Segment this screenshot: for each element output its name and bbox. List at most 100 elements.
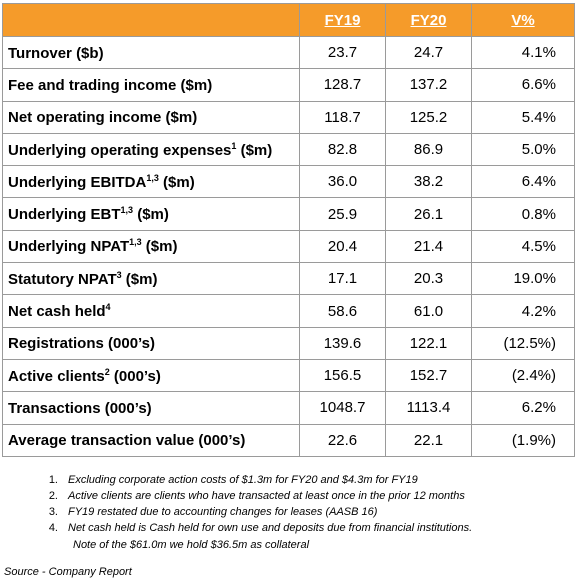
row-label: Underlying operating expenses1 ($m) bbox=[2, 132, 300, 167]
cell-fy19: 58.6 bbox=[299, 294, 386, 328]
table-row: Net operating income ($m) 118.7 125.2 5.4% bbox=[2, 100, 575, 134]
table-row: Underlying EBITDA1,3 ($m) 36.0 38.2 6.4% bbox=[2, 165, 575, 199]
footnote-text: Net cash held is Cash held for own use a… bbox=[68, 522, 473, 534]
cell-fy20: 1113.4 bbox=[385, 391, 472, 425]
row-label-text: Underlying operating expenses bbox=[8, 141, 232, 159]
footnote-text: Active clients are clients who have tran… bbox=[68, 490, 465, 502]
cell-variance: (2.4%) bbox=[471, 358, 575, 393]
table-row: Fee and trading income ($m) 128.7 137.2 6.6… bbox=[2, 68, 575, 102]
row-label: Net operating income ($m) bbox=[2, 100, 300, 134]
footnote-marker: 2 bbox=[104, 366, 110, 377]
footnote-number: 4. bbox=[48, 522, 58, 534]
cell-fy19: 128.7 bbox=[299, 68, 386, 102]
row-label-text: Active clients bbox=[8, 367, 105, 385]
cell-fy20: 21.4 bbox=[385, 229, 472, 264]
row-label-text: Statutory NPAT bbox=[8, 270, 117, 288]
footnote-marker: 4 bbox=[105, 302, 111, 313]
footnote-marker: 1,3 bbox=[120, 205, 134, 216]
footnote-number: 2. bbox=[48, 490, 58, 502]
row-label: Transactions (000’s) bbox=[2, 391, 300, 425]
footnote-item: 1. Excluding corporate action costs of $1… bbox=[0, 472, 578, 488]
row-label-text: Underlying EBT bbox=[8, 206, 121, 224]
cell-fy19: 17.1 bbox=[299, 262, 386, 296]
footnote-marker: 1,3 bbox=[146, 172, 159, 183]
footnote-item: 2. Active clients are clients who have tr… bbox=[0, 488, 578, 504]
row-label-suffix: ($m) bbox=[121, 270, 158, 288]
table-row: Transactions (000’s) 1048.7 1113.4 6.2% bbox=[2, 391, 575, 425]
cell-variance: 4.2% bbox=[471, 294, 575, 328]
row-label: Active clients2 (000’s) bbox=[2, 358, 300, 393]
table-row: Underlying NPAT1,3 ($m) 20.4 21.4 4.5% bbox=[2, 229, 575, 264]
table-body: Turnover ($b) 23.7 24.7 4.1% Fee and trading… bbox=[2, 35, 575, 457]
table-row: Underlying EBT1,3 ($m) 25.9 26.1 0.8% bbox=[2, 197, 575, 231]
cell-variance: 5.4% bbox=[471, 100, 575, 134]
footnote-item: 3. FY19 restated due to accounting change… bbox=[0, 504, 578, 520]
row-label-text: Registrations (000’s) bbox=[8, 335, 155, 353]
cell-variance: 5.0% bbox=[471, 132, 575, 167]
footnotes: 1. Excluding corporate action costs of $1… bbox=[0, 472, 578, 554]
cell-fy20: 26.1 bbox=[385, 197, 472, 231]
cell-fy20: 38.2 bbox=[385, 165, 472, 199]
cell-fy20: 137.2 bbox=[385, 68, 472, 102]
cell-fy20: 24.7 bbox=[385, 35, 472, 70]
header-fy20: FY20 bbox=[385, 3, 472, 37]
row-label-text: Fee and trading income ($m) bbox=[8, 76, 213, 94]
row-label-suffix: ($m) bbox=[236, 141, 273, 159]
row-label-suffix: ($m) bbox=[158, 173, 195, 191]
row-label-text: Net cash held bbox=[8, 303, 106, 321]
cell-fy19: 23.7 bbox=[299, 35, 386, 70]
footnote-text: Excluding corporate action costs of $1.3… bbox=[68, 474, 418, 486]
cell-variance: 19.0% bbox=[471, 262, 575, 296]
row-label-suffix: ($m) bbox=[133, 206, 169, 224]
footnote-number: 1. bbox=[48, 474, 58, 486]
cell-fy20: 125.2 bbox=[385, 100, 472, 134]
cell-fy19: 20.4 bbox=[299, 229, 386, 264]
cell-fy19: 25.9 bbox=[299, 197, 386, 231]
footnote-marker: 1,3 bbox=[129, 237, 142, 248]
header-fy19: FY19 bbox=[299, 3, 386, 37]
header-variance: V% bbox=[471, 3, 575, 37]
footnote-text: FY19 restated due to accounting changes … bbox=[68, 506, 378, 518]
row-label-text: Net operating income ($m) bbox=[8, 109, 198, 127]
cell-fy19: 139.6 bbox=[299, 326, 386, 360]
cell-fy19: 156.5 bbox=[299, 358, 386, 393]
row-label: Net cash held4 bbox=[2, 294, 300, 328]
row-label-suffix: ($m) bbox=[141, 238, 178, 256]
row-label-suffix: (000’s) bbox=[109, 367, 161, 385]
footnote-continuation: Note of the $61.0m we hold $36.5m as col… bbox=[73, 539, 310, 551]
table-row: Underlying operating expenses1 ($m) 82.8 8… bbox=[2, 132, 575, 167]
cell-fy20: 20.3 bbox=[385, 262, 472, 296]
cell-variance: 4.5% bbox=[471, 229, 575, 264]
cell-variance: (12.5%) bbox=[471, 326, 575, 360]
row-label-text: Transactions (000’s) bbox=[8, 399, 152, 417]
row-label: Registrations (000’s) bbox=[2, 326, 300, 360]
cell-fy20: 86.9 bbox=[385, 132, 472, 167]
row-label: Underlying EBITDA1,3 ($m) bbox=[2, 165, 300, 199]
table-row: Active clients2 (000’s) 156.5 152.7 (2.4%) bbox=[2, 358, 575, 393]
row-label: Average transaction value (000’s) bbox=[2, 423, 300, 457]
row-label-text: Underlying NPAT bbox=[8, 238, 130, 256]
cell-variance: (1.9%) bbox=[471, 423, 575, 457]
header-blank-cell bbox=[2, 3, 300, 37]
footnote-number: 3. bbox=[48, 506, 58, 518]
row-label: Underlying NPAT1,3 ($m) bbox=[2, 229, 300, 264]
financial-summary-table: FY19 FY20 V% Turnover ($b) 23.7 24.7 4.1% Fe… bbox=[2, 3, 575, 457]
footnote-marker: 1 bbox=[231, 140, 237, 151]
cell-variance: 0.8% bbox=[471, 197, 575, 231]
table-row: Statutory NPAT3 ($m) 17.1 20.3 19.0% bbox=[2, 262, 575, 296]
cell-variance: 6.6% bbox=[471, 68, 575, 102]
cell-fy20: 22.1 bbox=[385, 423, 472, 457]
cell-fy20: 61.0 bbox=[385, 294, 472, 328]
cell-fy19: 118.7 bbox=[299, 100, 386, 134]
cell-fy20: 152.7 bbox=[385, 358, 472, 393]
cell-fy19: 82.8 bbox=[299, 132, 386, 167]
table-row: Turnover ($b) 23.7 24.7 4.1% bbox=[2, 35, 575, 70]
cell-variance: 4.1% bbox=[471, 35, 575, 70]
row-label: Turnover ($b) bbox=[2, 35, 300, 70]
cell-fy19: 36.0 bbox=[299, 165, 386, 199]
cell-fy20: 122.1 bbox=[385, 326, 472, 360]
cell-fy19: 1048.7 bbox=[299, 391, 386, 425]
row-label: Statutory NPAT3 ($m) bbox=[2, 262, 300, 296]
cell-fy19: 22.6 bbox=[299, 423, 386, 457]
row-label-text: Underlying EBITDA bbox=[8, 173, 147, 191]
